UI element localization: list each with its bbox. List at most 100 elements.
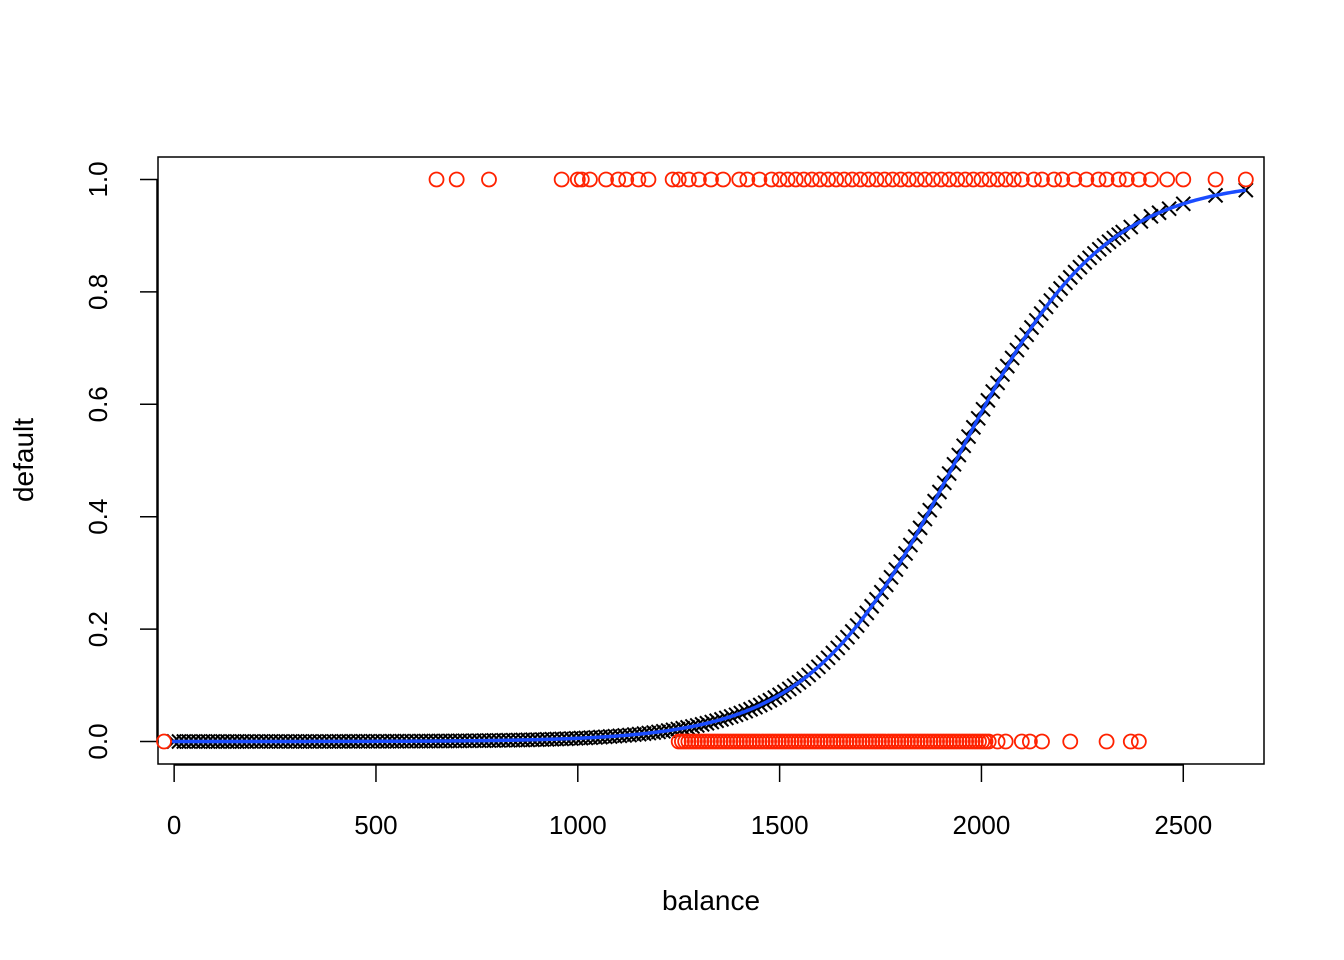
x-axis: 0 500 1000 1500 2000 2500 xyxy=(167,764,1212,840)
observed-point xyxy=(582,171,598,188)
observed-point xyxy=(598,171,614,188)
observed-point xyxy=(1090,171,1107,188)
y-tick-label: 1.0 xyxy=(83,161,113,197)
x-tick-label: 1000 xyxy=(549,810,607,840)
observed-point xyxy=(1159,171,1176,188)
fitted-points-series xyxy=(166,182,1254,750)
observed-point xyxy=(1098,733,1115,750)
observed-point xyxy=(680,171,697,188)
observed-point xyxy=(973,171,990,188)
observed-point xyxy=(1054,171,1071,188)
observed-point xyxy=(751,171,768,188)
observed-point xyxy=(779,171,796,188)
observed-point xyxy=(980,733,997,750)
y-tick-label: 0.6 xyxy=(83,386,113,422)
observed-point xyxy=(428,171,445,188)
observed-point xyxy=(731,171,748,188)
observed-point xyxy=(836,171,853,188)
observed-point xyxy=(1207,171,1224,188)
x-axis-title: balance xyxy=(662,885,760,916)
observed-point xyxy=(933,171,949,188)
observed-point xyxy=(703,171,719,188)
observed-point xyxy=(997,733,1014,750)
observed-point xyxy=(156,733,172,750)
observed-point xyxy=(852,171,869,188)
observed-point xyxy=(1062,733,1079,750)
observed-point xyxy=(1078,171,1095,188)
observed-point xyxy=(828,171,845,188)
observed-point xyxy=(892,171,909,188)
observed-point xyxy=(1066,171,1083,188)
observed-point xyxy=(670,171,687,188)
observed-point xyxy=(1021,733,1038,750)
observed-point xyxy=(448,171,465,188)
observed-point xyxy=(771,171,788,188)
x-tick-label: 2000 xyxy=(953,810,1011,840)
observed-point xyxy=(715,171,732,188)
observed-point xyxy=(640,171,657,188)
observed-point xyxy=(1122,733,1139,750)
observed-point xyxy=(884,171,901,188)
observed-point xyxy=(957,171,974,188)
observed-point xyxy=(618,171,635,188)
observed-point xyxy=(820,171,836,188)
observed-point xyxy=(787,171,804,188)
observed-point xyxy=(925,171,941,188)
observed-point xyxy=(1130,171,1147,188)
observed-points-series xyxy=(156,171,1254,750)
observed-point xyxy=(1013,171,1030,188)
observed-point xyxy=(900,171,917,188)
observed-point xyxy=(1098,171,1115,188)
observed-point xyxy=(949,171,966,188)
y-axis-title: default xyxy=(8,418,39,502)
x-tick-label: 0 xyxy=(167,810,181,840)
observed-point xyxy=(1026,171,1042,188)
observed-point xyxy=(965,171,982,188)
observed-point xyxy=(917,171,933,188)
observed-point xyxy=(630,171,647,188)
y-axis: 0.0 0.2 0.4 0.6 0.8 1.0 xyxy=(83,161,158,760)
y-tick-label: 0.2 xyxy=(83,611,113,647)
observed-point xyxy=(1110,171,1127,188)
observed-point xyxy=(1118,171,1135,188)
observed-point xyxy=(1143,171,1159,188)
observed-point xyxy=(1130,733,1147,750)
observed-point xyxy=(844,171,861,188)
observed-point xyxy=(868,171,885,188)
observed-point xyxy=(876,171,893,188)
observed-point xyxy=(981,171,998,188)
observed-point xyxy=(569,171,586,188)
plot-frame xyxy=(157,156,1265,765)
observed-point xyxy=(763,171,780,188)
observed-point xyxy=(1237,171,1254,188)
y-tick-label: 0.0 xyxy=(83,723,113,759)
observed-point xyxy=(804,171,820,188)
observed-point xyxy=(812,171,828,188)
x-tick-label: 2500 xyxy=(1154,810,1212,840)
observed-point xyxy=(1034,171,1050,188)
observed-point xyxy=(553,171,570,188)
observed-point xyxy=(690,171,707,188)
observed-point xyxy=(908,171,925,188)
observed-point xyxy=(795,171,812,188)
observed-point xyxy=(1005,171,1022,188)
x-tick-label: 500 xyxy=(354,810,397,840)
observed-point xyxy=(997,171,1014,188)
observed-point xyxy=(1046,171,1063,188)
y-tick-label: 0.8 xyxy=(83,274,113,310)
y-tick-label: 0.4 xyxy=(83,499,113,535)
observed-point xyxy=(1013,733,1030,750)
observed-point xyxy=(610,171,627,188)
observed-point xyxy=(481,171,497,188)
observed-point xyxy=(1034,733,1050,750)
observed-point xyxy=(860,171,877,188)
x-tick-label: 1500 xyxy=(751,810,809,840)
observed-point xyxy=(739,171,756,188)
observed-point xyxy=(664,171,681,188)
observed-point xyxy=(989,171,1006,188)
observed-point xyxy=(989,733,1006,750)
observed-point xyxy=(1175,171,1192,188)
fitted-logistic-curve xyxy=(172,188,1247,744)
observed-point xyxy=(573,171,590,188)
